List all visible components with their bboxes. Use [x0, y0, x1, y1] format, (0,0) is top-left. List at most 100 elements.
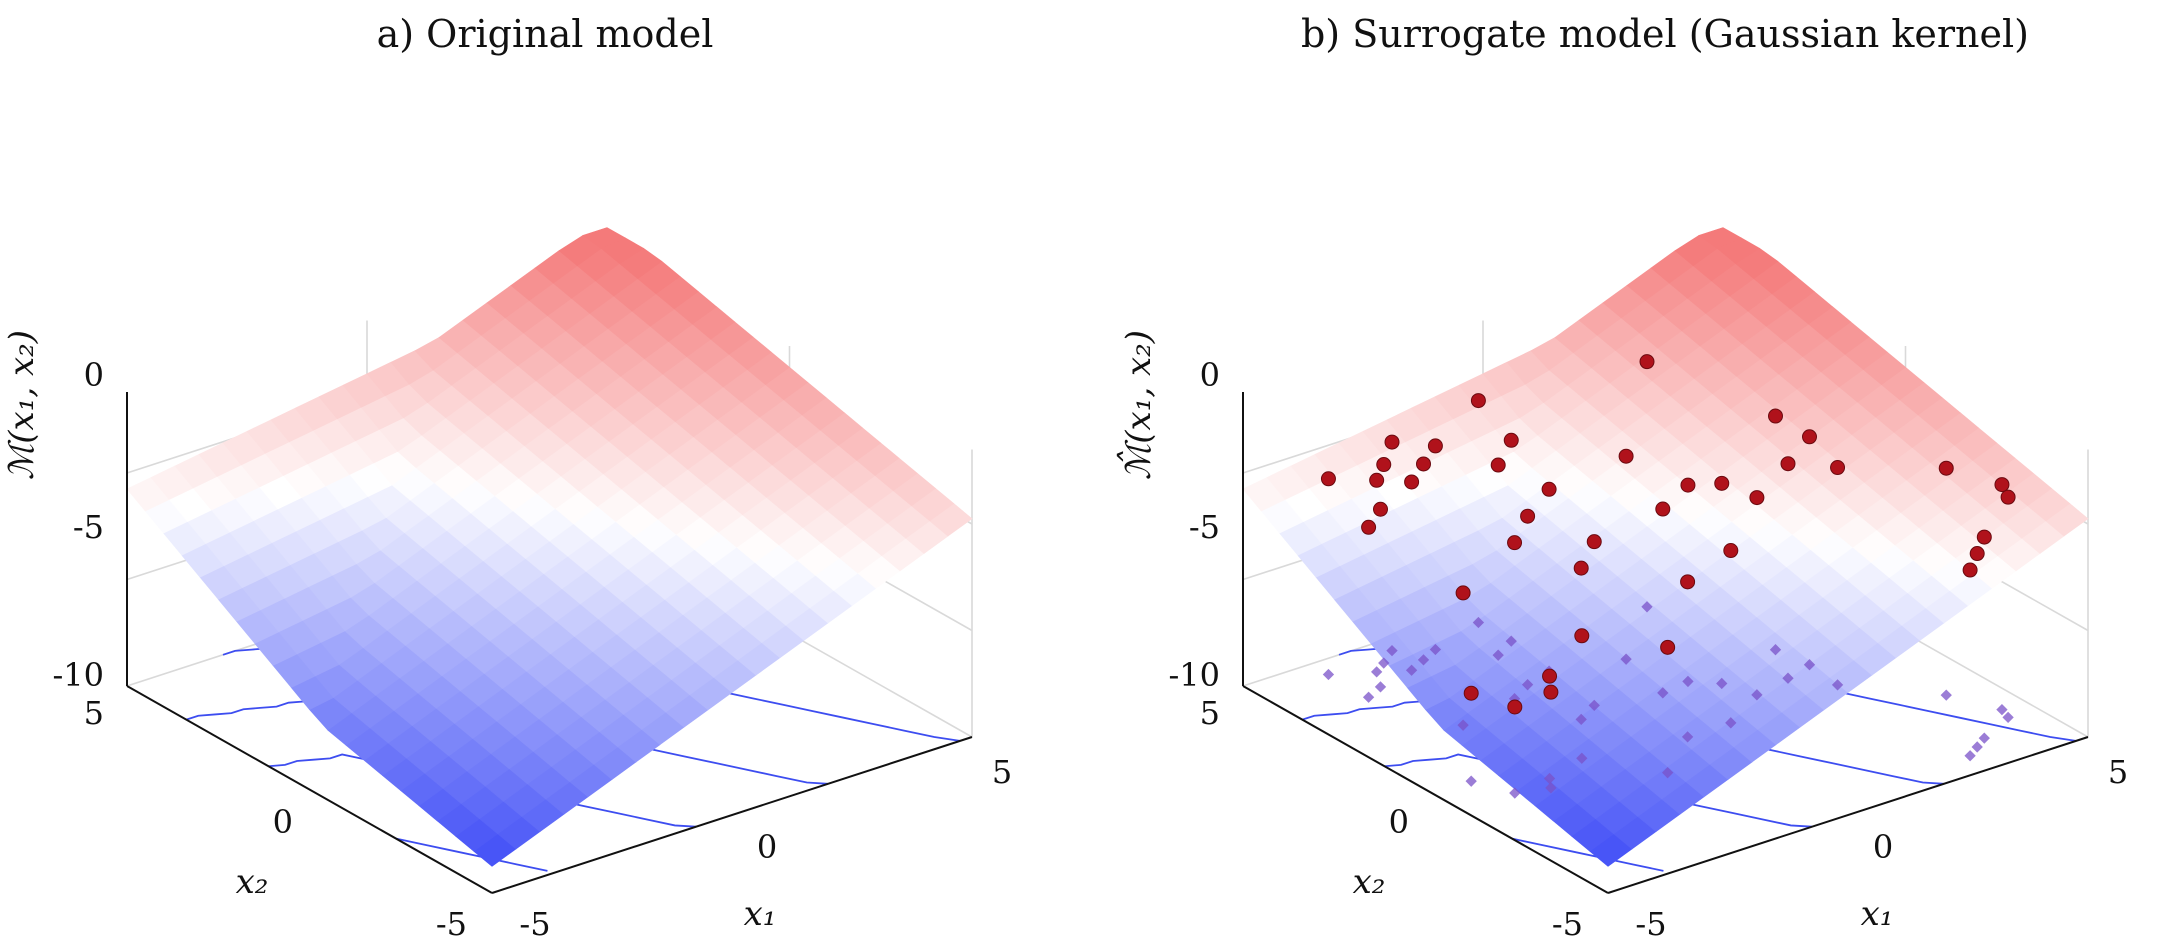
plot-area	[126, 227, 973, 894]
sample-shadow	[1576, 752, 1588, 764]
z-axis-label: ℳ(x₁, x₂)	[2, 330, 42, 480]
y-axis-line	[1242, 685, 1609, 894]
sample-marker	[1655, 501, 1671, 517]
x-tick-label: -5	[1635, 905, 1666, 942]
panel-title: a) Original model	[377, 12, 714, 56]
sample-points	[1320, 354, 2016, 799]
sample-shadow	[1620, 653, 1632, 665]
z-tick-label: 0	[84, 356, 104, 394]
sample-marker	[1376, 457, 1392, 473]
sample-marker	[1768, 408, 1783, 424]
axes	[1242, 392, 2089, 894]
sample-shadow	[1803, 659, 1816, 671]
z-tick-label: 0	[1200, 356, 1220, 394]
surface-patch	[1698, 227, 1742, 249]
sample-shadow	[1964, 750, 1976, 762]
sample-marker	[1969, 546, 1985, 562]
x-tick-label: -5	[519, 905, 550, 942]
sample-marker	[1361, 519, 1377, 535]
sample-marker	[1455, 585, 1471, 601]
sample-marker	[1639, 354, 1655, 370]
sample-marker	[1490, 457, 1506, 473]
sample-marker	[1749, 490, 1765, 506]
sample-shadow	[1505, 635, 1517, 647]
sample-shadow	[1521, 679, 1534, 691]
sample-marker	[1520, 508, 1536, 524]
y-axis-label: x₂	[236, 862, 269, 902]
sample-shadow	[1378, 657, 1390, 669]
x-axis-label: x₁	[744, 894, 777, 934]
sample-marker	[1680, 477, 1696, 493]
contour-line	[1511, 837, 1664, 872]
sample-shadow	[1751, 689, 1763, 701]
sample-marker	[1802, 429, 1817, 445]
sample-shadow	[1386, 644, 1398, 657]
sample-shadow	[1716, 677, 1728, 690]
sample-marker	[1586, 534, 1602, 550]
sample-marker	[1320, 471, 1336, 487]
sample-marker	[1503, 432, 1519, 448]
panel-title: b) Surrogate model (Gaussian kernel)	[1301, 12, 2029, 56]
sample-marker	[1463, 685, 1479, 701]
sample-shadow	[1971, 741, 1983, 753]
sample-shadow	[1405, 664, 1418, 676]
sample-shadow	[1661, 767, 1674, 779]
sample-shadow	[1588, 699, 1600, 712]
x-tick-label: 5	[992, 753, 1012, 791]
sample-shadow	[1769, 644, 1782, 656]
sample-shadow	[1417, 654, 1430, 666]
sample-shadow	[1657, 687, 1669, 699]
sample-marker	[1427, 438, 1443, 454]
y-tick-label: 0	[1389, 803, 1409, 841]
y-tick-label: 5	[84, 694, 104, 732]
y-tick-label: -5	[1552, 905, 1583, 942]
sample-shadow	[1681, 731, 1694, 743]
sample-marker	[1994, 477, 2010, 493]
x-tick-label: 0	[757, 828, 777, 866]
sample-shadow	[1429, 643, 1442, 656]
z-tick-label: -5	[1189, 508, 1220, 546]
sample-shadow	[1457, 719, 1469, 731]
sample-marker	[1574, 628, 1590, 644]
x-axis-label: x₁	[1861, 894, 1894, 934]
sample-shadow	[1322, 668, 1335, 681]
axes	[126, 392, 973, 894]
sample-marker	[1541, 481, 1557, 497]
y-tick-label: 5	[1200, 694, 1220, 732]
sample-shadow	[1374, 681, 1387, 693]
z-tick-label: -10	[1168, 656, 1220, 694]
sample-marker	[1660, 639, 1676, 655]
sample-marker	[1723, 543, 1739, 559]
sample-marker	[1680, 574, 1696, 590]
sample-shadow	[1725, 717, 1737, 729]
sample-shadow	[1831, 679, 1844, 691]
sample-shadow	[1362, 691, 1375, 703]
sample-marker	[1384, 434, 1400, 450]
plot-area	[1242, 227, 2089, 894]
z-tick-label: -5	[73, 508, 104, 546]
sample-shadow	[2002, 711, 2014, 724]
sample-marker	[1780, 456, 1796, 472]
sample-shadow	[1370, 666, 1383, 678]
sample-shadow	[1465, 775, 1477, 787]
y-axis-label: x₂	[1353, 862, 1386, 902]
sample-marker	[1543, 684, 1559, 700]
sample-marker	[1938, 460, 1954, 476]
sample-shadow	[1575, 713, 1587, 726]
sample-marker	[1373, 501, 1388, 517]
sample-shadow	[1641, 601, 1653, 613]
sample-marker	[1416, 456, 1431, 472]
y-tick-label: 0	[273, 803, 293, 841]
panel-surrogate-model: b) Surrogate model (Gaussian kernel) ℳ̂(…	[1116, 12, 2128, 943]
sample-shadow	[1978, 732, 1990, 744]
sample-shadow	[1940, 689, 1952, 701]
sample-marker	[2000, 489, 2016, 505]
sample-marker	[1573, 560, 1589, 576]
x-tick-label: 0	[1873, 828, 1893, 866]
surface-patch	[582, 227, 626, 249]
sample-marker	[1507, 535, 1523, 551]
sample-marker	[1507, 699, 1523, 715]
y-tick-label: -5	[436, 905, 467, 942]
